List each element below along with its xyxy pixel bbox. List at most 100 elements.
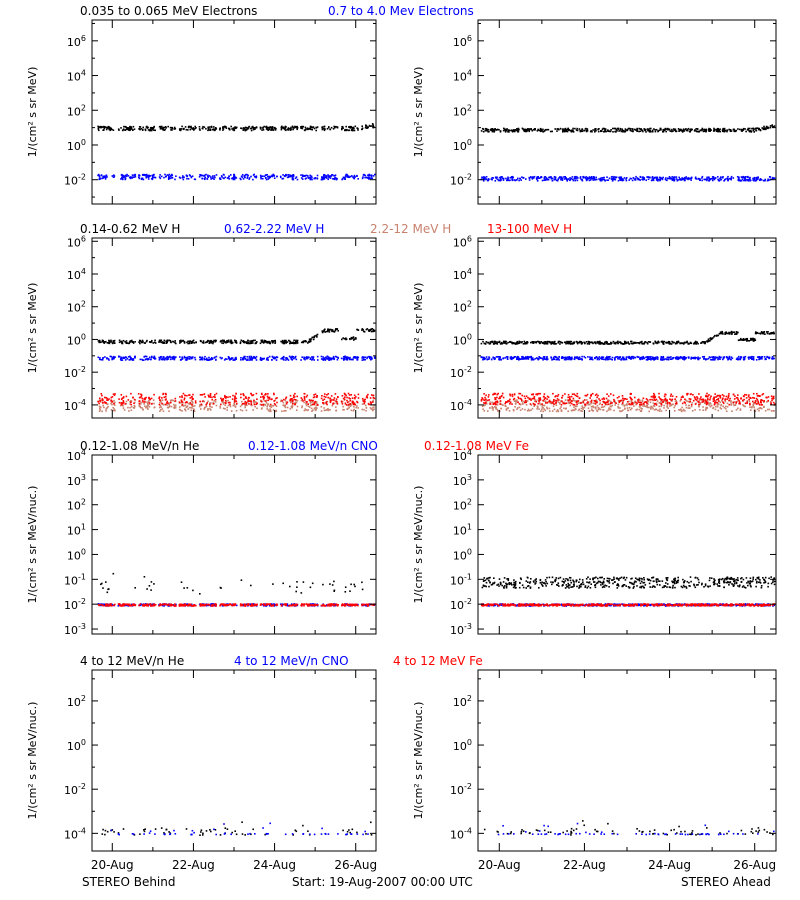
data-point: [342, 356, 345, 358]
data-point: [559, 402, 561, 404]
data-point: [661, 340, 664, 343]
data-point: [253, 176, 256, 178]
data-point: [193, 342, 196, 344]
data-point: [715, 405, 717, 408]
data-point: [516, 340, 519, 343]
data-point: [675, 178, 678, 180]
data-point: [323, 175, 325, 177]
data-point: [758, 407, 760, 410]
data-point: [275, 127, 277, 130]
data-point: [272, 356, 275, 359]
data-point: [651, 406, 654, 409]
data-point: [356, 405, 358, 407]
data-point: [228, 358, 231, 360]
data-point: [346, 357, 349, 360]
data-point: [344, 178, 346, 180]
data-point: [551, 130, 553, 133]
data-point: [331, 174, 334, 176]
data-point: [773, 125, 776, 127]
data-point: [322, 178, 324, 181]
data-point: [108, 359, 110, 361]
data-point: [664, 178, 667, 181]
data-point: [178, 401, 181, 403]
data-point: [554, 343, 556, 345]
data-point: [312, 402, 315, 404]
data-point: [619, 127, 622, 130]
data-point: [102, 129, 104, 131]
data-point: [348, 129, 351, 132]
data-point: [611, 356, 614, 359]
data-point: [373, 329, 376, 332]
data-point: [269, 410, 272, 412]
data-point: [586, 128, 589, 130]
data-point: [346, 404, 348, 406]
data-point: [209, 402, 211, 404]
data-point: [736, 331, 739, 334]
data-point: [160, 406, 163, 408]
data-point: [501, 342, 504, 345]
data-point: [603, 131, 605, 133]
data-point: [209, 340, 211, 342]
data-point: [281, 358, 284, 360]
data-point: [184, 404, 187, 406]
data-point: [519, 177, 521, 180]
data-point: [133, 402, 135, 405]
data-point: [716, 128, 719, 131]
data-point: [571, 130, 574, 132]
data-point: [203, 174, 206, 177]
data-point: [252, 178, 254, 181]
data-point: [140, 340, 142, 343]
data-point: [187, 402, 190, 405]
data-point: [697, 131, 700, 133]
data-point: [170, 400, 172, 402]
data-point: [180, 128, 182, 130]
data-point: [291, 175, 294, 177]
data-point: [521, 176, 523, 178]
data-point: [204, 355, 206, 358]
data-point: [553, 341, 555, 343]
data-point: [251, 357, 254, 360]
data-point: [691, 401, 694, 404]
data-point: [706, 340, 708, 342]
data-point: [291, 400, 294, 403]
data-point: [125, 395, 128, 398]
data-point: [349, 126, 351, 129]
data-point: [666, 127, 669, 130]
data-point: [267, 396, 269, 399]
data-point: [287, 359, 290, 361]
data-point: [772, 126, 774, 129]
data-point: [548, 176, 550, 179]
data-point: [758, 127, 760, 130]
data-point: [146, 125, 148, 128]
data-point: [666, 404, 669, 407]
data-point: [678, 129, 681, 131]
data-point: [265, 177, 267, 179]
data-point: [207, 176, 210, 178]
data-point: [686, 129, 689, 132]
data-point: [569, 404, 572, 407]
data-point: [526, 410, 529, 412]
data-point: [508, 179, 510, 182]
data-point: [289, 399, 292, 401]
data-point: [720, 176, 722, 179]
data-point: [670, 130, 673, 133]
data-point: [702, 129, 704, 131]
data-point: [499, 176, 502, 178]
data-point: [118, 356, 120, 358]
data-point: [207, 174, 209, 177]
data-point: [739, 357, 742, 360]
data-point: [519, 358, 521, 360]
data-point: [542, 407, 544, 409]
data-point: [262, 403, 265, 406]
data-point: [650, 405, 653, 408]
data-point: [323, 127, 325, 130]
data-point: [372, 397, 375, 399]
data-point: [772, 357, 775, 360]
data-point: [143, 173, 145, 176]
data-point: [751, 358, 753, 360]
data-point: [581, 179, 583, 181]
data-point: [291, 355, 294, 358]
data-point: [122, 176, 125, 179]
data-point: [636, 355, 638, 358]
data-point: [482, 356, 484, 359]
